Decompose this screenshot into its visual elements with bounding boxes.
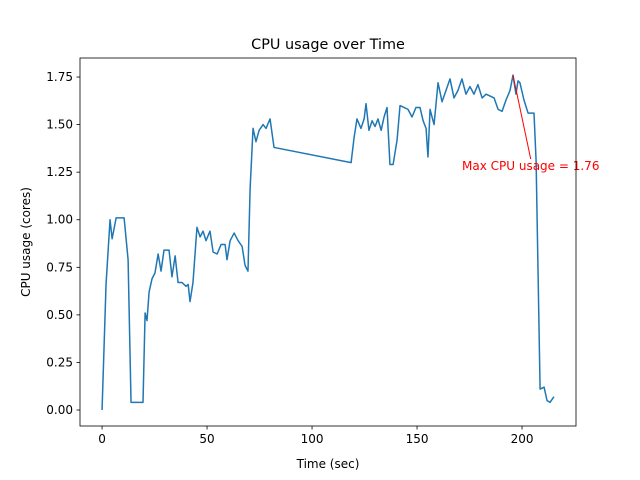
- data-line: [101, 74, 555, 411]
- x-axis-label: Time (sec): [296, 457, 360, 471]
- annotation-arrow: [512, 75, 532, 160]
- chart-title: CPU usage over Time: [251, 37, 405, 53]
- y-tick-label: 0.75: [46, 260, 73, 274]
- y-tick-label: 0.00: [46, 403, 73, 417]
- x-tick-label: 0: [98, 432, 106, 446]
- y-tick-label: 1.00: [46, 213, 73, 227]
- y-tick-label: 0.50: [46, 308, 73, 322]
- y-tick-label: 0.25: [46, 355, 73, 369]
- y-tick-label: 1.75: [46, 70, 73, 84]
- plot-frame: [79, 57, 577, 427]
- x-tick-label: 100: [301, 432, 324, 446]
- y-axis-label: CPU usage (cores): [19, 187, 33, 297]
- x-tick-label: 50: [199, 432, 214, 446]
- y-tick-label: 1.50: [46, 118, 73, 132]
- x-tick-label: 200: [511, 432, 534, 446]
- x-tick-label: 150: [406, 432, 429, 446]
- y-tick-label: 1.25: [46, 165, 73, 179]
- annotation-text: Max CPU usage = 1.76: [462, 159, 599, 173]
